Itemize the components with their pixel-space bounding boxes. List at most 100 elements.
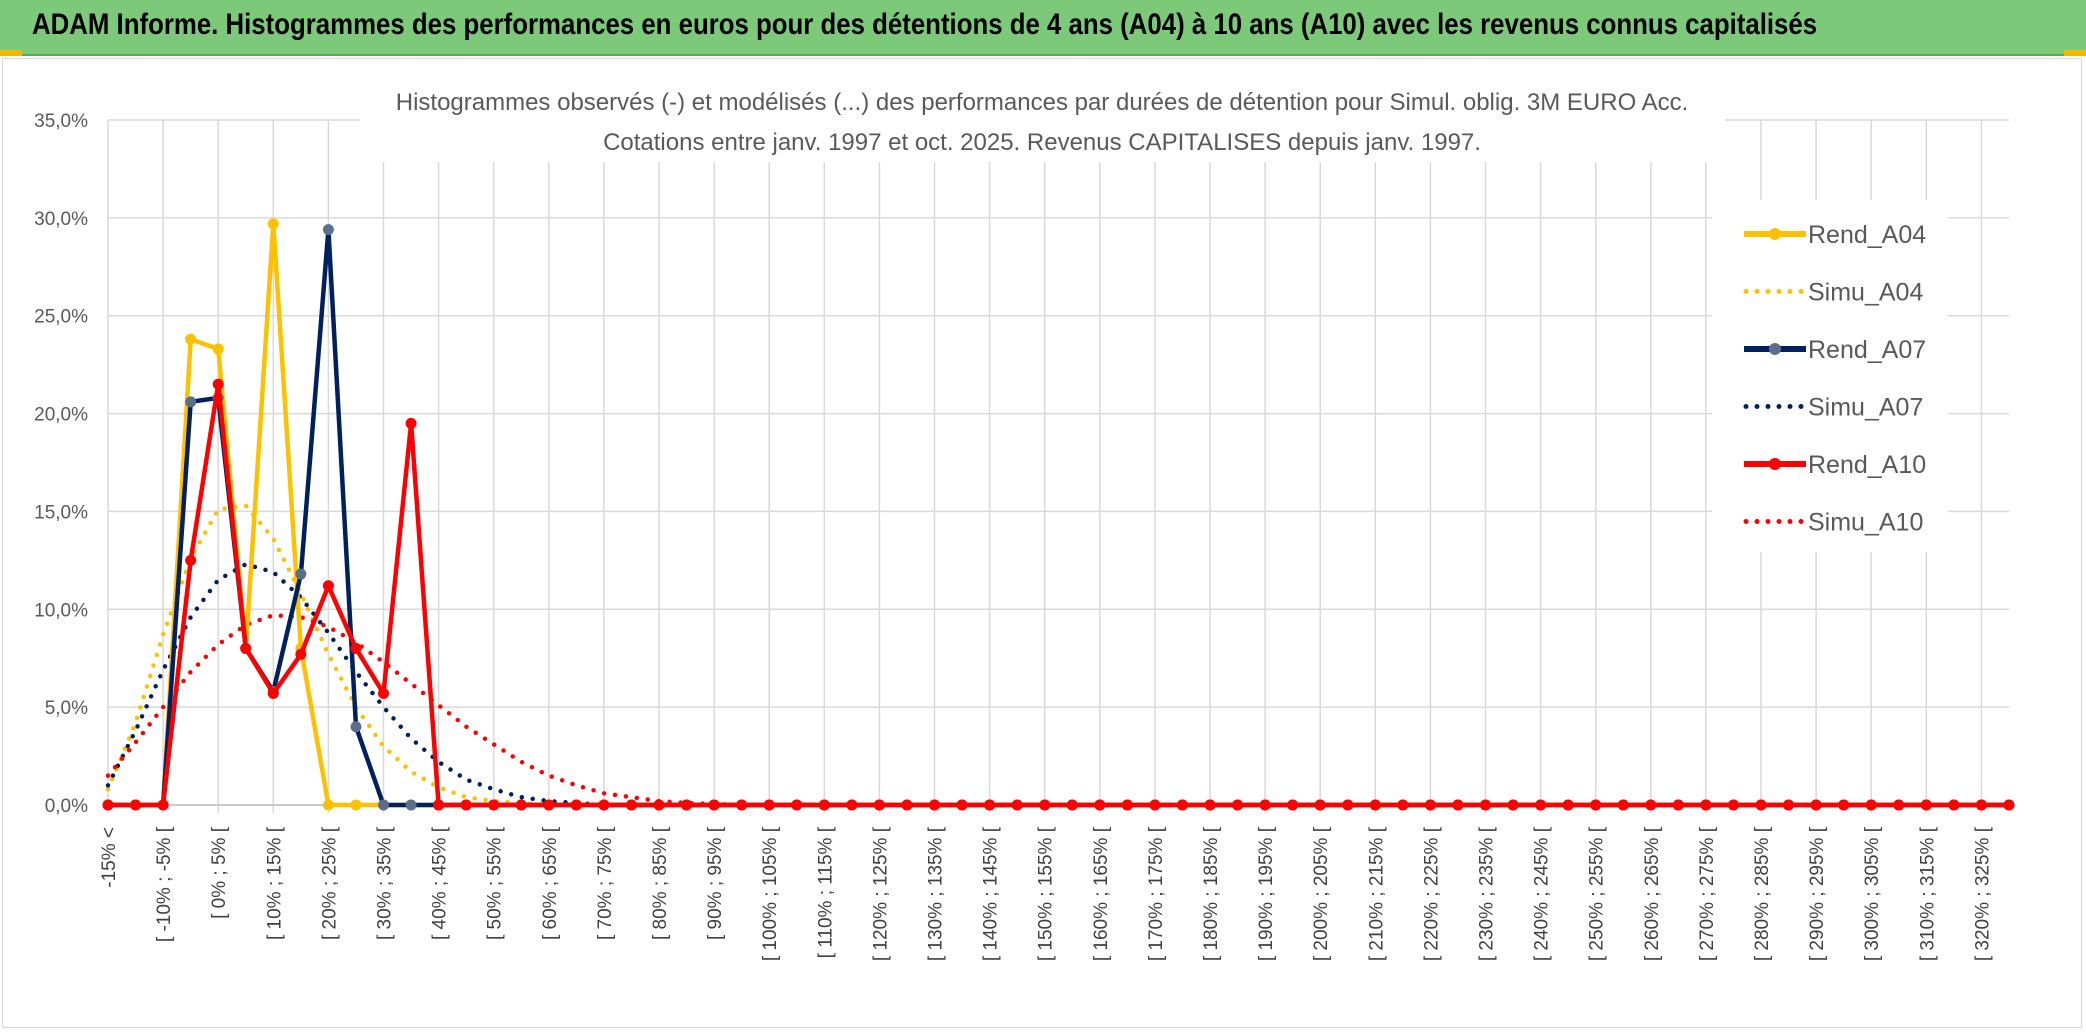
x-tick-label: [ 90% ; 95% [ [705, 826, 726, 940]
y-tick-label: 0,0% [45, 796, 88, 817]
legend-label-rend-a04: Rend_A04 [1808, 221, 1926, 249]
x-tick-label: [ 260% ; 265% [ [1642, 826, 1663, 961]
x-tick-label: [ 160% ; 165% [ [1091, 826, 1112, 961]
data-point-rend-a10 [1838, 799, 1850, 811]
data-point-rend-a10 [1424, 799, 1436, 811]
gridlines [107, 119, 2009, 813]
data-point-rend-a04 [267, 218, 279, 230]
x-tick-label: [ 80% ; 85% [ [650, 826, 671, 940]
legend-label-rend-a10: Rend_A10 [1808, 451, 1926, 479]
data-point-rend-a10 [488, 799, 500, 811]
data-point-rend-a10 [1176, 799, 1188, 811]
data-point-rend-a10 [1535, 799, 1547, 811]
data-point-rend-a10 [240, 642, 252, 654]
data-point-rend-a10 [763, 799, 775, 811]
data-point-rend-a10 [102, 799, 114, 811]
x-axis-ticks: -15% < [ -10% ; -5% [[ 0% ; 5% [[ 10% ; 1… [99, 826, 1993, 961]
data-point-rend-a10 [433, 799, 445, 811]
data-point-rend-a04 [350, 799, 362, 811]
data-point-rend-a10 [295, 648, 307, 660]
x-tick-label: [ 150% ; 155% [ [1036, 826, 1057, 961]
y-tick-label: 35,0% [34, 111, 88, 132]
data-point-rend-a10 [1755, 799, 1767, 811]
legend-marker-rend-a07 [1769, 343, 1781, 355]
x-tick-label: [ 180% ; 185% [ [1201, 826, 1222, 961]
data-point-rend-a10 [1452, 799, 1464, 811]
legend-label-rend-a07: Rend_A07 [1808, 336, 1926, 364]
data-point-rend-a10 [984, 799, 996, 811]
x-tick-label: [ 60% ; 65% [ [540, 826, 561, 940]
legend-marker-rend-a10 [1769, 458, 1781, 470]
page-title: ADAM Informe. Histogrammes des performan… [32, 8, 1818, 41]
x-tick-label: [ 0% ; 5% [ [209, 826, 230, 919]
legend-marker-rend-a04 [1769, 228, 1781, 240]
data-point-rend-a10 [350, 642, 362, 654]
x-tick-label: [ 240% ; 245% [ [1532, 826, 1553, 961]
data-point-rend-a10 [1590, 799, 1602, 811]
data-point-rend-a10 [1617, 799, 1629, 811]
x-tick-label: [ 190% ; 195% [ [1256, 826, 1277, 961]
data-point-rend-a10 [405, 417, 417, 429]
legend: Rend_A04 Simu_A04 Rend_A07 Simu_A07 Rend_A10… [1712, 200, 1948, 552]
data-point-rend-a10 [1259, 799, 1271, 811]
chart-title: Histogrammes observés (-) et modélisés (… [396, 89, 1689, 116]
data-point-rend-a10 [1975, 799, 1987, 811]
data-point-rend-a10 [1507, 799, 1519, 811]
x-tick-label: [ 130% ; 135% [ [926, 826, 947, 961]
data-point-rend-a10 [1948, 799, 1960, 811]
x-tick-label: [ 270% ; 275% [ [1697, 826, 1718, 961]
data-point-rend-a10 [1039, 799, 1051, 811]
x-tick-label: [ 320% ; 325% [ [1972, 826, 1993, 961]
x-tick-label: [ -10% ; -5% [ [154, 826, 175, 942]
data-point-rend-a10 [1287, 799, 1299, 811]
data-point-rend-a10 [212, 378, 224, 390]
data-point-rend-a10 [322, 580, 334, 592]
data-point-rend-a10 [791, 799, 803, 811]
chart-frame [2, 58, 2082, 1028]
x-tick-label: [ 70% ; 75% [ [595, 826, 616, 940]
corner-mark-right [2064, 50, 2086, 56]
chart-title-background [360, 80, 1725, 162]
data-point-rend-a10 [185, 554, 197, 566]
x-tick-label: [ 310% ; 315% [ [1917, 826, 1938, 961]
data-point-rend-a10 [570, 799, 582, 811]
data-point-rend-a10 [1810, 799, 1822, 811]
x-tick-label: [ 10% ; 15% [ [264, 826, 285, 940]
data-point-rend-a10 [846, 799, 858, 811]
data-point-rend-a10 [1121, 799, 1133, 811]
data-point-rend-a07 [295, 568, 307, 580]
data-point-rend-a10 [1562, 799, 1574, 811]
data-point-rend-a10 [1397, 799, 1409, 811]
series-lines [102, 218, 2015, 811]
x-tick-label: [ 170% ; 175% [ [1146, 826, 1167, 961]
data-point-rend-a10 [378, 687, 389, 699]
data-point-rend-a10 [1700, 799, 1712, 811]
data-point-rend-a07 [405, 799, 417, 811]
x-tick-label: [ 40% ; 45% [ [430, 826, 451, 940]
data-point-rend-a10 [1094, 799, 1106, 811]
corner-mark-left [0, 50, 22, 56]
data-point-rend-a07 [185, 396, 197, 408]
data-point-rend-a10 [736, 799, 748, 811]
data-point-rend-a10 [1480, 799, 1491, 811]
legend-label-simu-a07: Simu_A07 [1808, 394, 1923, 422]
data-point-rend-a04 [322, 799, 334, 811]
y-tick-label: 20,0% [34, 405, 88, 426]
data-point-rend-a10 [1066, 799, 1078, 811]
data-point-rend-a10 [1149, 799, 1161, 811]
y-axis-ticks: 0,0% 5,0% 10,0% 15,0% 20,0% 25,0% 30,0% 35,0% [34, 111, 88, 817]
x-tick-label: [ 230% ; 235% [ [1477, 826, 1498, 961]
y-tick-label: 10,0% [34, 600, 88, 621]
series-simu-a10 [105, 612, 2012, 808]
data-point-rend-a10 [1893, 799, 1905, 811]
data-point-rend-a10 [681, 799, 693, 811]
x-tick-label: [ 220% ; 225% [ [1421, 826, 1442, 961]
data-point-rend-a10 [543, 799, 555, 811]
data-point-rend-a10 [267, 687, 279, 699]
x-tick-label: [ 210% ; 215% [ [1366, 826, 1387, 961]
data-point-rend-a04 [185, 333, 197, 345]
data-point-rend-a10 [1314, 799, 1326, 811]
data-point-rend-a10 [818, 799, 830, 811]
x-tick-label: [ 140% ; 145% [ [981, 826, 1002, 961]
